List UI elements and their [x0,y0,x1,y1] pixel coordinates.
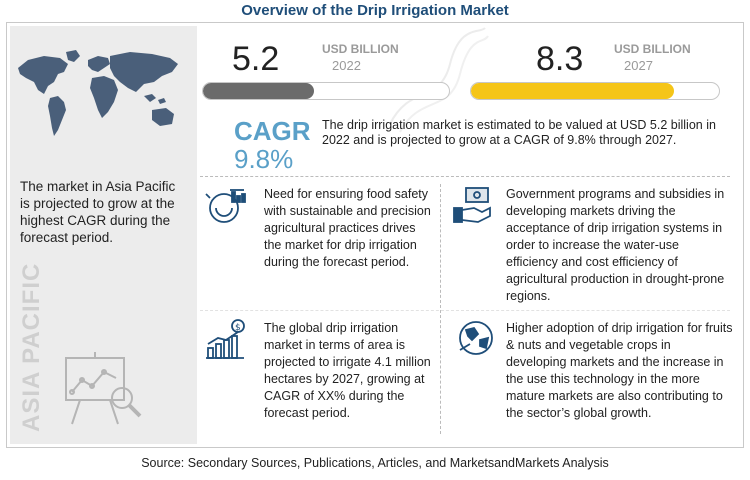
svg-text:$: $ [235,323,241,333]
market-2022-value: 5.2 [232,40,280,78]
row-divider [200,310,730,311]
cagr-value: 9.8% [234,144,294,174]
food-safety-icon [205,189,246,223]
decorative-swirl-icon [389,27,489,133]
driver-government-text: Government programs and subsidies in dev… [506,187,725,303]
globe-icon [459,321,493,355]
cagr-label: CAGR [234,116,311,146]
source-note: Source: Secondary Sources, Publications,… [141,456,609,470]
asia-pacific-vertical-label: ASIA PACIFIC [18,262,45,432]
market-2027-year: 2027 [624,58,653,73]
asia-pacific-description: The market in Asia Pacific is projected … [20,179,176,245]
market-2027-unit: USD BILLION [614,42,691,56]
page-title: Overview of the Drip Irrigation Market [241,2,509,19]
cagr-description: The drip irrigation market is estimated … [322,118,716,147]
market-2027-value: 8.3 [536,40,584,78]
government-subsidy-icon [453,187,491,223]
driver-adoption-text: Higher adoption of drip irrigation for f… [506,321,733,420]
market-2022-bar [202,82,450,100]
market-2027-bar [470,82,720,100]
driver-area-growth-text: The global drip irrigation market in ter… [264,321,431,420]
world-map-icon [18,50,178,136]
growth-chart-icon: $ [206,319,245,359]
market-2022-unit: USD BILLION [322,42,399,56]
section-divider [200,176,730,177]
driver-food-safety-text: Need for ensuring food safety with susta… [264,187,431,269]
column-divider [440,184,441,434]
market-2022-bar-fill [203,83,314,99]
market-2027-bar-fill [471,83,675,99]
chart-magnifier-illustration-icon [65,352,142,425]
market-2022-year: 2022 [332,58,361,73]
